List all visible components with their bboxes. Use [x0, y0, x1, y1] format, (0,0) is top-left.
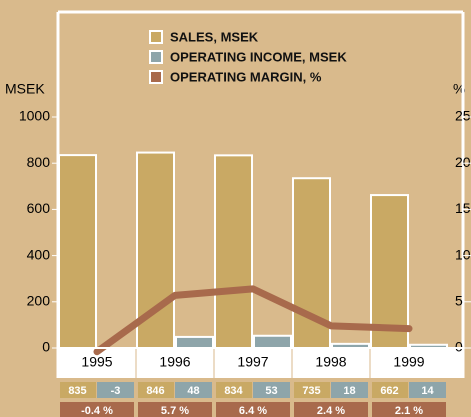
- table-value: 835: [68, 385, 86, 397]
- y-tick-label: 0: [42, 339, 50, 355]
- table-value: 18: [343, 385, 355, 397]
- legend-swatch: [149, 70, 163, 84]
- table-value: 5.7 %: [161, 405, 189, 417]
- table-value: -3: [111, 385, 121, 397]
- x-tick-label: 1998: [315, 354, 346, 370]
- table-cell: [138, 382, 174, 398]
- table-value: 846: [146, 385, 164, 397]
- table-value: 2.4 %: [317, 405, 345, 417]
- y2-tick-label: 5: [455, 293, 463, 309]
- y-tick-label: 600: [27, 200, 51, 216]
- table-value: 2.1 %: [395, 405, 423, 417]
- table-cell: [253, 382, 290, 398]
- legend-swatch: [149, 30, 163, 44]
- table-value: -0.4 %: [81, 405, 113, 417]
- y-tick-label: 800: [27, 154, 51, 170]
- bar: [175, 335, 214, 349]
- y2-tick-label: 10: [455, 246, 471, 262]
- table-cell: [372, 382, 408, 398]
- legend-label: OPERATING MARGIN, %: [170, 69, 322, 84]
- y-tick-label: 400: [27, 246, 51, 262]
- x-tick-label: 1996: [159, 354, 190, 370]
- table-value: 48: [187, 385, 199, 397]
- y-axis-label: MSEK: [5, 81, 45, 97]
- x-tick-label: 1999: [393, 354, 424, 370]
- y2-tick-label: 15: [455, 200, 471, 216]
- legend-label: SALES, MSEK: [170, 29, 259, 44]
- y-tick-label: 200: [27, 293, 51, 309]
- x-tick-label: 1995: [81, 354, 112, 370]
- x-tick-label: 1997: [237, 354, 268, 370]
- table-cell: [331, 382, 368, 398]
- bar: [214, 154, 253, 349]
- y2-tick-label: 20: [455, 154, 471, 170]
- y2-tick-label: 0: [455, 339, 463, 355]
- table-cell: [409, 382, 446, 398]
- table-cell: [294, 402, 368, 417]
- table-cell: [138, 402, 212, 417]
- table-cell: [60, 402, 134, 417]
- table-cell: [294, 382, 330, 398]
- table-cell: [372, 402, 446, 417]
- margin-line: [93, 285, 413, 356]
- table-cell: [216, 402, 290, 417]
- table-cell: [60, 382, 96, 398]
- table-value: 6.4 %: [239, 405, 267, 417]
- y-tick-label: 1000: [19, 108, 50, 124]
- table-value: 834: [224, 385, 243, 397]
- table-cell: [175, 382, 212, 398]
- table-value: 53: [265, 385, 277, 397]
- table-value: 662: [380, 385, 398, 397]
- bar: [58, 154, 97, 349]
- year-row: [58, 348, 463, 378]
- table-value: 14: [421, 385, 434, 397]
- table-cell: [97, 382, 134, 398]
- table-value: 735: [302, 385, 320, 397]
- y2-tick-label: 25: [455, 108, 471, 124]
- legend-label: OPERATING INCOME, MSEK: [170, 49, 347, 64]
- table-cell: [216, 382, 252, 398]
- bar: [253, 334, 292, 349]
- legend-swatch: [149, 50, 163, 64]
